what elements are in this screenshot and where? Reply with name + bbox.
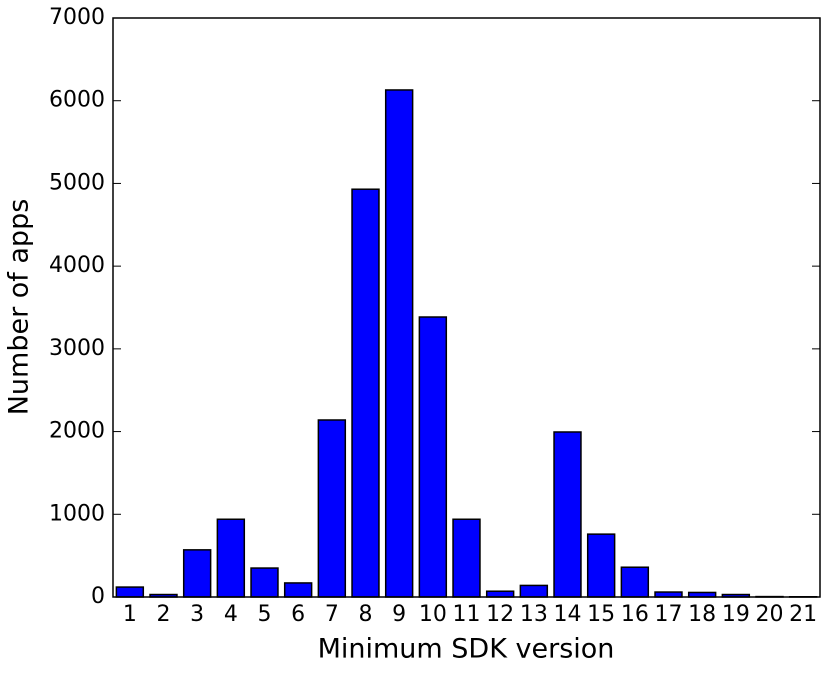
x-tick-label: 20 [756, 602, 784, 627]
x-tick-label: 8 [359, 602, 373, 627]
bar [554, 432, 581, 597]
x-tick-label: 11 [453, 602, 481, 627]
x-tick-label: 4 [224, 602, 238, 627]
x-tick-label: 9 [392, 602, 406, 627]
bar [621, 567, 648, 597]
y-tick-label: 1000 [49, 501, 105, 526]
plot-frame [113, 18, 820, 597]
x-tick-label: 6 [291, 602, 305, 627]
y-axis-label: Number of apps [4, 199, 35, 416]
x-axis-label: Minimum SDK version [318, 634, 615, 665]
x-tick-label: 7 [325, 602, 339, 627]
y-tick-label: 0 [91, 584, 105, 609]
bar [251, 568, 278, 597]
bar [588, 534, 615, 597]
bar [487, 591, 514, 597]
bar [285, 583, 312, 597]
y-tick-label: 3000 [49, 336, 105, 361]
x-tick-label: 10 [419, 602, 447, 627]
x-tick-label: 5 [258, 602, 272, 627]
x-tick-label: 21 [789, 602, 817, 627]
bar [217, 519, 244, 597]
y-tick-label: 2000 [49, 419, 105, 444]
bar [453, 519, 480, 597]
y-tick-label: 4000 [49, 253, 105, 278]
y-tick-label: 5000 [49, 170, 105, 195]
x-tick-label: 3 [190, 602, 204, 627]
y-tick-label: 6000 [49, 88, 105, 113]
x-tick-label: 19 [722, 602, 750, 627]
x-tick-label: 2 [157, 602, 171, 627]
y-tick-label: 7000 [49, 5, 105, 30]
x-tick-label: 15 [587, 602, 615, 627]
x-tick-label: 13 [520, 602, 548, 627]
bar [116, 587, 143, 597]
x-tick-label: 16 [621, 602, 649, 627]
bar [318, 420, 345, 597]
bar [520, 585, 547, 597]
x-tick-label: 18 [688, 602, 716, 627]
bar [184, 550, 211, 597]
bar [352, 189, 379, 597]
bar [419, 317, 446, 597]
bar [386, 90, 413, 597]
x-tick-label: 17 [655, 602, 683, 627]
x-tick-label: 1 [123, 602, 137, 627]
x-tick-label: 12 [486, 602, 514, 627]
x-tick-label: 14 [554, 602, 582, 627]
